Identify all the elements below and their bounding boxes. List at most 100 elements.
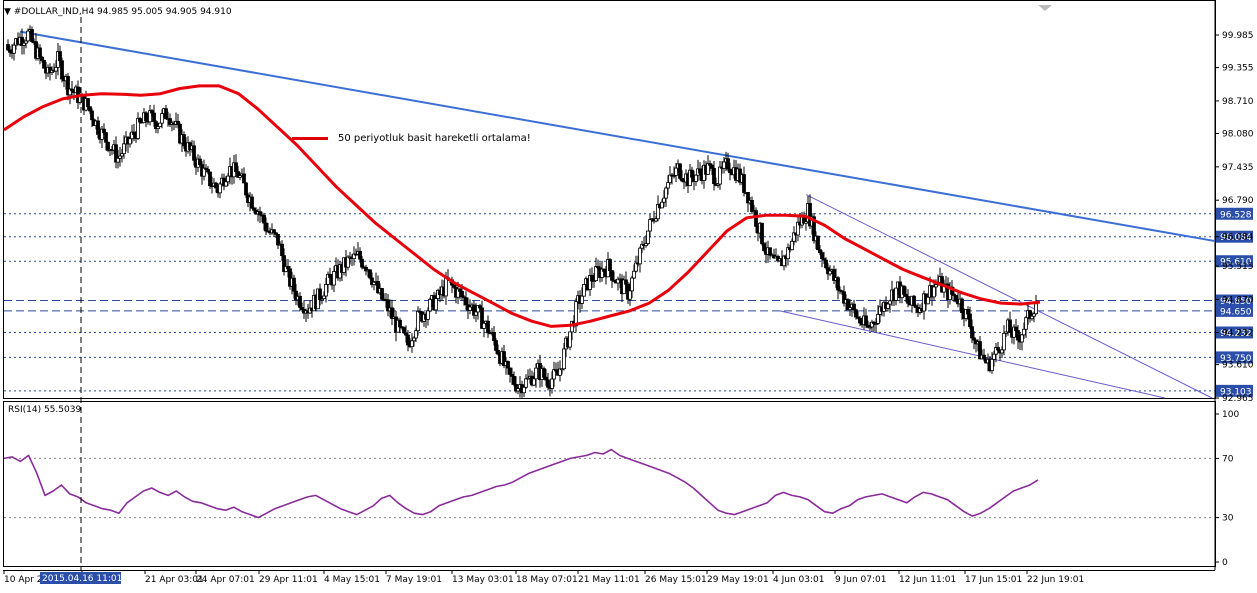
candle-bull	[594, 266, 598, 281]
candle-bear	[754, 210, 758, 227]
candle-bear	[812, 216, 816, 242]
candle-bear	[90, 110, 94, 121]
level-price-label: 95.610	[1220, 258, 1252, 268]
level-price-badge	[1216, 255, 1253, 268]
candle-bear	[292, 277, 296, 292]
candle-bear	[242, 173, 246, 184]
price-tick-label: 99.355	[1222, 64, 1254, 74]
level-price-label: 94.650	[1220, 307, 1252, 317]
candle-bear	[402, 327, 406, 334]
collapse-triangle-icon[interactable]: ▼	[4, 7, 11, 17]
candle-bear	[30, 29, 34, 43]
candle-bear	[712, 167, 716, 185]
candle-bear	[954, 294, 958, 302]
candle-bull	[630, 277, 634, 292]
time-tick-label: 29 May 19:01	[707, 575, 769, 585]
candle-bear	[742, 174, 746, 193]
candle-bear	[492, 332, 496, 341]
candle-bear	[966, 309, 970, 315]
candle-bear	[138, 118, 142, 123]
price-tick-label: 94.232	[1222, 328, 1254, 338]
chart-header: ▼ #DOLLAR_IND,H4 94.985 95.005 94.905 94…	[4, 7, 232, 17]
candle-bear	[960, 298, 964, 313]
time-tick-label: 21 Apr 03:01	[145, 575, 204, 585]
price-axis: 99.985 99.355 98.710 98.080 97.435 96.790 96.0…	[1215, 31, 1254, 404]
candle-bull	[666, 182, 670, 189]
candle-bear	[42, 60, 46, 69]
candle-bull	[694, 174, 698, 182]
candle-bear	[506, 361, 510, 369]
candle-bear	[88, 106, 92, 112]
candle-bear	[214, 182, 218, 189]
candle-bear	[624, 279, 628, 285]
candle-bear	[208, 171, 212, 187]
candle-bear	[206, 168, 210, 173]
candle-bull	[796, 221, 800, 236]
candle-bull	[226, 175, 230, 183]
candle-bull	[414, 330, 418, 339]
ma-legend: 50 periyotluk basit hareketli ortalama!	[292, 133, 531, 144]
rsi-indicator: 100 70 30 0	[3, 410, 1239, 568]
candle-bull	[662, 197, 666, 203]
price-tick-label: 97.435	[1222, 163, 1254, 173]
candle-bull	[888, 300, 892, 305]
candle-bull	[160, 113, 164, 124]
candle-bull	[426, 310, 430, 320]
candle-bear	[198, 158, 202, 166]
ma-50-line	[3, 84, 1041, 328]
level-price-badge	[1216, 304, 1253, 317]
candle-bear	[818, 249, 822, 254]
level-price-badge	[1216, 294, 1253, 307]
price-tick-label: 98.710	[1222, 97, 1254, 107]
candle-bull	[474, 311, 478, 316]
candle-bear	[690, 169, 694, 178]
candle-bull	[1024, 317, 1028, 330]
rsi-tick-label: 0	[1222, 558, 1228, 568]
candle-bull	[648, 219, 652, 232]
level-price-badge	[1216, 207, 1253, 220]
rsi-tick-label: 70	[1222, 454, 1234, 464]
candle-bear	[836, 277, 840, 291]
candle-bull	[722, 161, 726, 169]
candle-bear	[272, 229, 276, 234]
candle-bear	[176, 120, 180, 125]
channel-upper-line	[805, 194, 1213, 399]
candle-bear	[60, 60, 64, 80]
time-tick-label: 21 May 11:01	[578, 575, 640, 585]
candle-bear	[280, 243, 284, 256]
candle-bear	[726, 158, 730, 170]
candle-bull	[718, 166, 722, 185]
candle-bear	[370, 277, 374, 285]
candle-bull	[1022, 328, 1026, 336]
candle-bull	[410, 340, 414, 348]
candle-bear	[480, 307, 484, 329]
price-tick-label: 95.515	[1222, 262, 1254, 272]
time-tick-label: 4 May 15:01	[324, 575, 380, 585]
candle-bull	[876, 313, 880, 324]
level-price-badge	[1216, 351, 1253, 364]
candle-bull	[158, 122, 162, 128]
candle-bear	[546, 379, 550, 388]
candle-bear	[508, 367, 512, 375]
candle-bull	[116, 157, 120, 163]
candle-bull	[1002, 332, 1006, 351]
candle-bull	[326, 273, 330, 285]
ma-legend-swatch	[292, 137, 328, 140]
candle-bear	[328, 273, 332, 278]
candle-bear	[906, 296, 910, 304]
candle-bull	[26, 30, 30, 42]
rsi-title: RSI(14) 55.5039	[8, 405, 82, 415]
candle-bear	[864, 315, 868, 326]
candle-bear	[762, 243, 766, 251]
candle-bull	[468, 306, 472, 311]
descending-trendline	[19, 30, 1216, 243]
candle-bear	[318, 288, 322, 301]
candle-bull	[568, 331, 572, 348]
candle-bear	[996, 347, 1000, 351]
candle-bull	[638, 247, 642, 265]
candle-bear	[710, 164, 714, 169]
price-tick-label: 92.965	[1222, 394, 1254, 404]
